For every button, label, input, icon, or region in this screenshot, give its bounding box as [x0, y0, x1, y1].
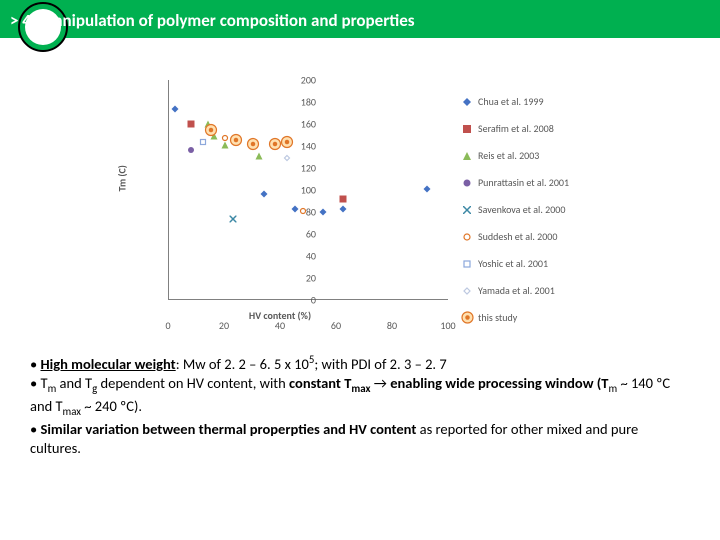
legend-label: Chua et al. 1999	[478, 97, 544, 107]
legend-item: Suddesh et al. 2000	[460, 223, 569, 250]
y-tick: 20	[288, 272, 316, 285]
y-tick: 160	[288, 118, 316, 131]
legend: Chua et al. 1999 Serafim et al. 2008 Reis …	[460, 88, 569, 331]
legend-label: Punrattasin et al. 2001	[478, 178, 569, 188]
legend-marker-icon	[460, 152, 474, 160]
legend-item: Reis et al. 2003	[460, 142, 569, 169]
legend-marker-icon	[460, 98, 474, 106]
data-point	[230, 132, 243, 151]
x-tick: 80	[387, 319, 397, 332]
bullet-text: • High molecular weight: Mw of 2. 2 – 6.…	[30, 353, 690, 459]
data-point	[247, 137, 260, 156]
legend-label: this study	[478, 313, 517, 323]
legend-marker-icon	[460, 287, 474, 295]
y-tick: 0	[288, 294, 316, 307]
x-tick: 60	[331, 319, 341, 332]
y-tick: 120	[288, 162, 316, 175]
bullet-1: • High molecular weight: Mw of 2. 2 – 6.…	[30, 353, 690, 374]
header-bar: > 4. Manipulation of polymer composition…	[0, 0, 720, 38]
x-tick: 0	[165, 319, 170, 332]
legend-label: Reis et al. 2003	[478, 151, 539, 161]
x-tick: 100	[440, 319, 455, 332]
scatter-chart: Tm (C) HV content (%) 020406080100120140…	[130, 70, 600, 330]
data-point	[261, 184, 268, 203]
data-point	[320, 201, 327, 220]
legend-item: Chua et al. 1999	[460, 88, 569, 115]
y-tick: 40	[288, 250, 316, 263]
legend-marker-icon	[460, 125, 474, 133]
legend-marker-icon	[460, 260, 474, 268]
y-tick: 100	[288, 184, 316, 197]
legend-label: Savenkova et al. 2000	[478, 205, 565, 215]
header-title: > 4. Manipulation of polymer composition…	[10, 8, 415, 31]
legend-label: Suddesh et al. 2000	[478, 232, 557, 242]
y-tick: 200	[288, 74, 316, 87]
legend-label: Serafim et al. 2008	[478, 124, 554, 134]
y-axis-label: Tm (C)	[116, 165, 129, 191]
data-point	[205, 122, 218, 141]
data-point	[423, 178, 430, 197]
legend-item: Yamada et al. 2001	[460, 277, 569, 304]
legend-marker-icon	[460, 311, 474, 324]
data-point	[171, 98, 178, 117]
legend-marker-icon	[460, 179, 474, 187]
legend-label: Yoshic et al. 2001	[478, 259, 548, 269]
data-point	[188, 140, 195, 159]
legend-marker-icon	[460, 206, 474, 214]
legend-marker-icon	[460, 233, 474, 241]
legend-label: Yamada et al. 2001	[478, 286, 555, 296]
data-point	[222, 128, 229, 147]
legend-item: Serafim et al. 2008	[460, 115, 569, 142]
arrow-icon: →	[374, 374, 387, 392]
x-tick: 40	[275, 319, 285, 332]
x-tick: 20	[219, 319, 229, 332]
data-point	[188, 113, 195, 132]
legend-item: this study	[460, 304, 569, 331]
y-tick: 180	[288, 96, 316, 109]
data-point	[339, 188, 346, 207]
y-tick: 140	[288, 140, 316, 153]
bullet-2: • Tm and Tg dependent on HV content, wit…	[30, 374, 690, 419]
legend-item: Yoshic et al. 2001	[460, 250, 569, 277]
legend-item: Punrattasin et al. 2001	[460, 169, 569, 196]
bullet-3: • Similar variation between thermal prop…	[30, 420, 690, 459]
data-point	[230, 208, 237, 227]
legend-item: Savenkova et al. 2000	[460, 196, 569, 223]
y-tick: 80	[288, 206, 316, 219]
y-tick: 60	[288, 228, 316, 241]
